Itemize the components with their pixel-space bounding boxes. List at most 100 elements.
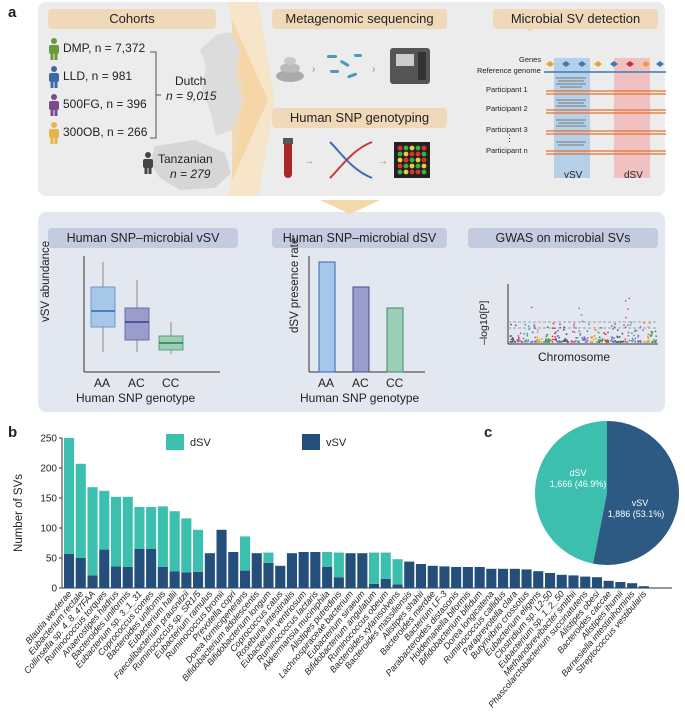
vsv-panel-title: Human SNP–microbial vSV bbox=[48, 228, 238, 248]
cohort-dmp: DMP, n = 7,372 bbox=[63, 41, 146, 55]
bar-dsv bbox=[193, 529, 204, 572]
gwas-point bbox=[630, 321, 633, 324]
gwas-point bbox=[613, 326, 616, 328]
genotyping-array-icon bbox=[394, 142, 430, 178]
gwas-point bbox=[516, 339, 519, 342]
sv-detection-title: Microbial SV detection bbox=[493, 9, 658, 29]
gwas-point bbox=[588, 323, 590, 326]
gwas-point bbox=[526, 334, 529, 337]
gwas-point bbox=[566, 339, 568, 341]
bar-vsv bbox=[87, 575, 98, 588]
bar-vsv bbox=[99, 549, 110, 588]
gwas-point bbox=[584, 338, 587, 341]
gwas-point bbox=[517, 335, 520, 337]
gwas-point bbox=[537, 340, 540, 343]
svg-text:›: › bbox=[372, 64, 375, 75]
gwas-point bbox=[634, 341, 637, 343]
blood-tube-icon bbox=[283, 138, 293, 178]
bar-y-tick-label: 150 bbox=[40, 494, 57, 505]
vsv-coverage-reads bbox=[556, 77, 586, 146]
gwas-point bbox=[586, 330, 589, 333]
gwas-point bbox=[613, 337, 615, 340]
bar-y-tick-label: 100 bbox=[40, 524, 57, 535]
bar-y-tick-label: 0 bbox=[51, 584, 57, 595]
svg-text:→: → bbox=[378, 156, 388, 167]
bar-dsv bbox=[146, 507, 157, 549]
gwas-point bbox=[533, 325, 536, 328]
vsv-label: vSV bbox=[564, 170, 583, 181]
gwas-point bbox=[546, 333, 549, 336]
gwas-point bbox=[564, 340, 566, 343]
gwas-point bbox=[579, 334, 582, 336]
gwas-point bbox=[637, 336, 640, 338]
gwas-point bbox=[581, 320, 584, 323]
bar-vsv bbox=[509, 568, 520, 588]
gwas-point bbox=[604, 339, 607, 342]
gwas-point bbox=[575, 327, 577, 329]
pie-vsv-label: vSV bbox=[632, 498, 649, 508]
bar-vsv bbox=[169, 571, 180, 588]
dsv-highlight bbox=[614, 58, 650, 178]
legend-dsv-label: dSV bbox=[190, 437, 211, 449]
gwas-point bbox=[553, 338, 556, 341]
netherlands-map bbox=[200, 32, 242, 136]
gwas-point bbox=[545, 338, 547, 340]
gwas-point bbox=[651, 341, 654, 343]
bar-dsv bbox=[263, 552, 274, 563]
panel-letter-b: b bbox=[8, 424, 18, 441]
gwas-point bbox=[547, 339, 549, 342]
gwas-point bbox=[557, 329, 559, 332]
dutch-label: Dutch bbox=[175, 74, 207, 88]
gwas-point bbox=[586, 339, 589, 342]
bar-vsv bbox=[286, 553, 297, 588]
gwas-xlabel: Chromosome bbox=[538, 350, 611, 364]
vsv-genotype-ac: AC bbox=[128, 376, 145, 390]
gwas-point bbox=[632, 339, 635, 341]
gwas-point bbox=[583, 336, 586, 339]
gwas-point bbox=[629, 324, 632, 326]
gwas-point bbox=[554, 336, 557, 338]
gwas-point bbox=[511, 341, 514, 343]
gwas-point bbox=[543, 341, 545, 343]
bar-vsv bbox=[521, 569, 532, 588]
dsv-barplot bbox=[308, 256, 425, 373]
gwas-point bbox=[618, 336, 621, 338]
gwas-point bbox=[575, 340, 577, 342]
gwas-point bbox=[622, 340, 625, 343]
gwas-point bbox=[627, 324, 629, 326]
bar-dsv bbox=[64, 438, 75, 554]
gwas-point bbox=[607, 341, 610, 343]
gwas-point bbox=[611, 325, 613, 327]
gwas-point bbox=[648, 339, 651, 342]
gwas-point bbox=[639, 326, 642, 328]
sequencing-illustration: › › bbox=[276, 48, 430, 84]
gwas-point bbox=[519, 332, 522, 335]
gwas-point bbox=[621, 332, 624, 335]
gwas-point bbox=[627, 331, 630, 334]
gwas-panel-title: GWAS on microbial SVs bbox=[468, 228, 658, 248]
gwas-point bbox=[530, 306, 533, 309]
gwas-ylabel: –log10[P] bbox=[478, 300, 490, 345]
gwas-point bbox=[557, 334, 559, 337]
gwas-point bbox=[616, 341, 619, 343]
gwas-point bbox=[635, 329, 638, 332]
gwas-point bbox=[517, 341, 519, 343]
gwas-point bbox=[530, 341, 532, 343]
gwas-point bbox=[655, 339, 657, 342]
gwas-point bbox=[647, 335, 649, 338]
snp-genotyping-title: Human SNP genotyping bbox=[272, 108, 447, 128]
gwas-point bbox=[510, 338, 513, 341]
stool-icon bbox=[276, 57, 304, 82]
bar-vsv bbox=[310, 552, 321, 588]
gwas-point bbox=[521, 340, 523, 343]
gwas-point bbox=[650, 330, 653, 333]
gwas-point bbox=[595, 329, 598, 331]
gwas-point bbox=[536, 329, 539, 331]
bar-vsv bbox=[392, 584, 403, 588]
gwas-point bbox=[561, 340, 564, 343]
bar-vsv bbox=[122, 567, 133, 588]
gwas-point bbox=[625, 316, 627, 319]
gwas-point bbox=[627, 308, 629, 310]
participant-2-label: Participant 2 bbox=[486, 104, 528, 113]
gwas-point bbox=[590, 336, 593, 339]
